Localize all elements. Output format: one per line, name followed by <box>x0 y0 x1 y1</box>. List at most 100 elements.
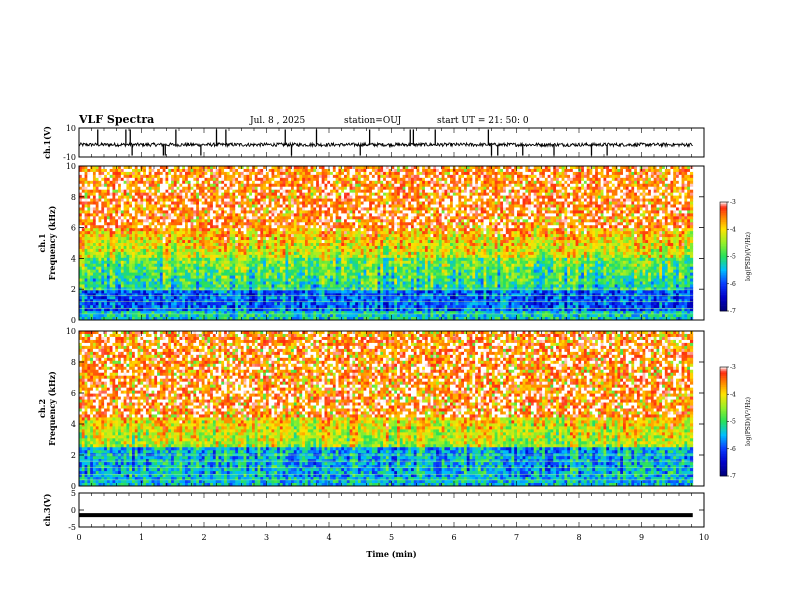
ch1-spectrogram-cell <box>163 187 166 190</box>
ch1-spectrogram-cell <box>210 279 213 282</box>
ch1-spectrogram-cell <box>210 261 213 264</box>
ch1-spectrogram-cell <box>168 261 171 264</box>
ch1-spectrogram-cell <box>216 196 219 199</box>
ch1-spectrogram-cell <box>177 175 180 178</box>
ch1-spectrogram-cell <box>313 199 316 202</box>
ch1-spectrogram-cell <box>235 279 238 282</box>
ch1-spectrogram-cell <box>188 237 191 240</box>
ch1-spectrogram-cell <box>258 270 261 273</box>
ch1-spectrogram-cell <box>221 166 224 169</box>
ch1-spectrogram-cell <box>327 210 330 213</box>
ch1-spectrogram-cell <box>230 296 233 299</box>
ch1-spectrogram-cell <box>182 249 185 252</box>
ch1-spectrogram-cell <box>297 290 300 293</box>
ch1-spectrogram-cell <box>252 284 255 287</box>
ch1-spectrogram-cell <box>157 190 160 193</box>
ch1-spectrogram-cell <box>110 290 113 293</box>
ch1-spectrogram-cell <box>85 305 88 308</box>
ch1-spectrogram-cell <box>263 210 266 213</box>
ch1-spectrogram-cell <box>96 302 99 305</box>
ch1-spectrogram-cell <box>227 231 230 234</box>
ch1-spectrogram-cell <box>283 234 286 237</box>
ch1-spectrogram-cell <box>238 258 241 261</box>
ch1-spectrogram-cell <box>157 213 160 216</box>
ch1-spectrogram-cell <box>99 187 102 190</box>
ch1-spectrogram-cell <box>325 246 328 249</box>
ch1-spectrogram-cell <box>126 243 129 246</box>
ch1-spectrogram-cell <box>207 222 210 225</box>
ch1-spectrogram-cell <box>216 240 219 243</box>
ch1-spectrogram-cell <box>244 190 247 193</box>
ch1-spectrogram-cell <box>325 225 328 228</box>
ch1-spectrogram-cell <box>246 255 249 258</box>
ch1-spectrogram-cell <box>210 270 213 273</box>
ch1-spectrogram-cell <box>205 190 208 193</box>
ch1-spectrogram-cell <box>269 202 272 205</box>
ch1-spectrogram-cell <box>205 290 208 293</box>
ch1-spectrogram-cell <box>255 219 258 222</box>
ch1-spectrogram-cell <box>232 213 235 216</box>
ch1-spectrogram-cell <box>168 219 171 222</box>
ch1-spectrogram-cell <box>118 222 121 225</box>
ch1-spectrogram-cell <box>110 302 113 305</box>
ch1-spectrogram-cell <box>118 225 121 228</box>
ch1-spectrogram-cell <box>271 282 274 285</box>
ch1-spectrogram-cell <box>121 276 124 279</box>
ch1-spectrogram-cell <box>313 314 316 317</box>
ch1-spectrogram-cell <box>99 190 102 193</box>
ch1-spectrogram-cell <box>112 172 115 175</box>
ch1-spectrogram-cell <box>224 276 227 279</box>
ch1-spectrogram-cell <box>244 184 247 187</box>
ch1-spectrogram-cell <box>244 178 247 181</box>
ch1-spectrogram-cell <box>163 267 166 270</box>
ch1-spectrogram-cell <box>149 267 152 270</box>
ch1-spectrogram-cell <box>96 234 99 237</box>
ch1-spectrogram-cell <box>316 196 319 199</box>
ch1-spectrogram-cell <box>241 196 244 199</box>
ch1-spectrogram-cell <box>93 193 96 196</box>
ch1-spectrogram-cell <box>227 166 230 169</box>
ch1-spectrogram-cell <box>319 228 322 231</box>
ch1-spectrogram-cell <box>182 193 185 196</box>
ch1-spectrogram-cell <box>274 276 277 279</box>
ch1-spectrogram-cell <box>325 258 328 261</box>
ch1-spectrogram-cell <box>280 210 283 213</box>
ch1-spectrogram-cell <box>101 261 104 264</box>
ch1-spectrogram-cell <box>238 219 241 222</box>
station-label: station=OUJ <box>344 116 402 126</box>
ch1-spectrogram-cell <box>121 252 124 255</box>
ch1-spectrogram-cell <box>110 252 113 255</box>
ch1-spectrogram-cell <box>143 243 146 246</box>
ch1-spectrogram-cell <box>152 196 155 199</box>
ch1-spectrogram-cell <box>235 305 238 308</box>
ch1-spectrogram-cell <box>252 234 255 237</box>
ch1-spectrogram-cell <box>182 299 185 302</box>
ch1-spectrogram-cell <box>82 270 85 273</box>
ch1-spectrogram-cell <box>132 296 135 299</box>
ch1-spectrogram-cell <box>297 190 300 193</box>
ch1-spectrogram-cell <box>280 175 283 178</box>
ch1-spectrogram-cell <box>313 240 316 243</box>
ch1-spectrogram-cell <box>325 299 328 302</box>
ch1-spectrogram-cell <box>316 261 319 264</box>
ch1-spectrogram-cell <box>85 234 88 237</box>
ch1-spectrogram-cell <box>205 228 208 231</box>
ch1-spectrogram-cell <box>263 187 266 190</box>
ch1-spectrogram-cell <box>238 202 241 205</box>
ch1-spectrogram-cell <box>325 305 328 308</box>
ch1-spectrogram-cell <box>283 196 286 199</box>
ch1-spectrogram-cell <box>311 290 314 293</box>
ch1-spectrogram-cell <box>126 282 129 285</box>
ch1-spectrogram-cell <box>322 299 325 302</box>
ch1-spectrogram-cell <box>149 207 152 210</box>
ch1-spectrogram-cell <box>238 193 241 196</box>
ch1-spectrogram-cell <box>101 199 104 202</box>
ch1-spectrogram-cell <box>230 240 233 243</box>
ch1-spectrogram-cell <box>90 196 93 199</box>
ch1-spectrogram-cell <box>266 216 269 219</box>
ch1-spectrogram-cell <box>266 276 269 279</box>
ch1-spectrogram-cell <box>163 210 166 213</box>
ch1-spectrogram-cell <box>196 246 199 249</box>
ch1-spectrogram-cell <box>160 273 163 276</box>
ch1-spectrogram-cell <box>121 249 124 252</box>
